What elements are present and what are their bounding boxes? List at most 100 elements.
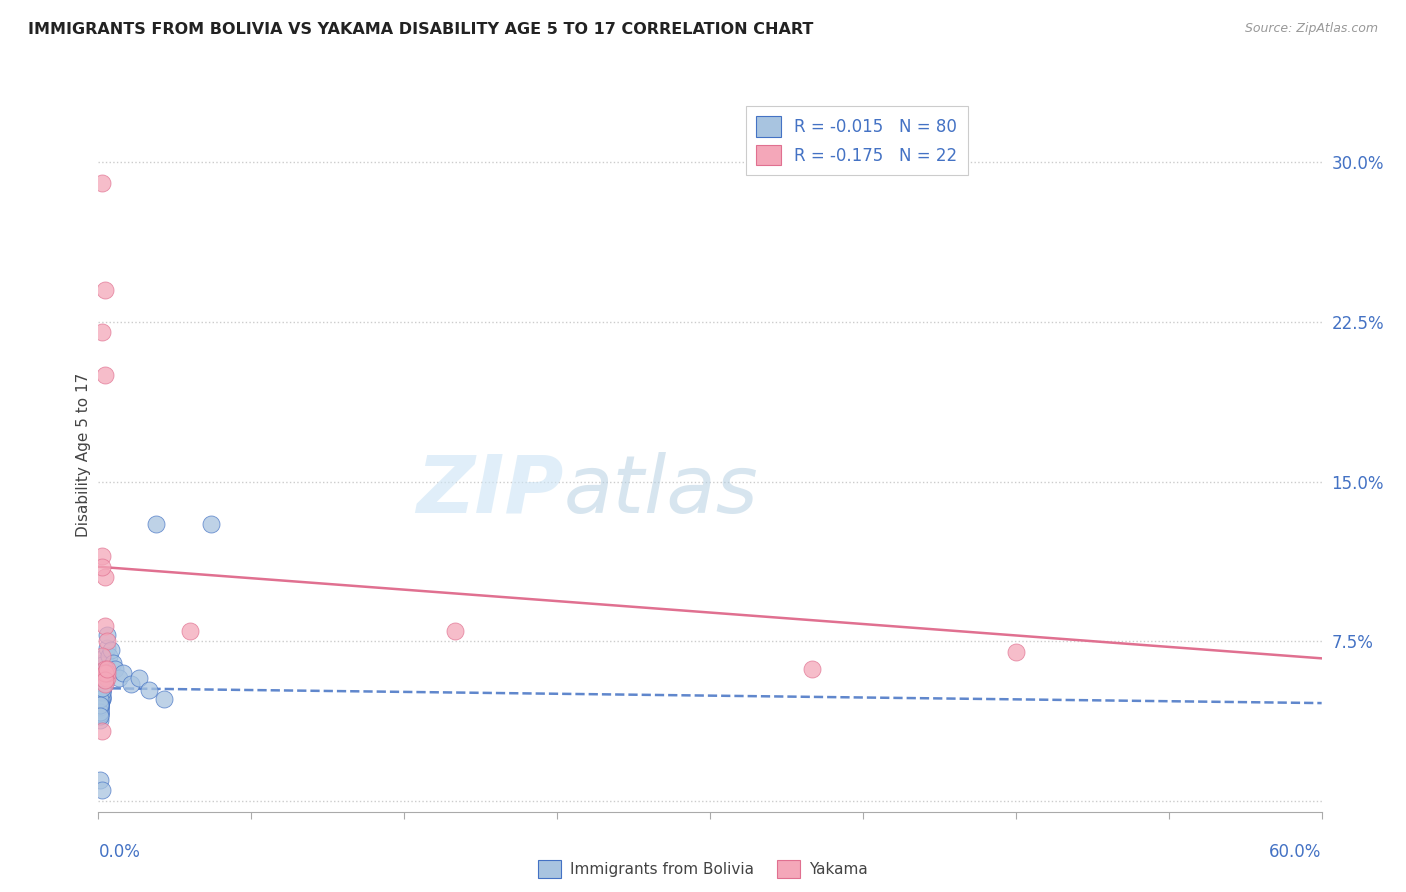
Legend: Immigrants from Bolivia, Yakama: Immigrants from Bolivia, Yakama: [531, 854, 875, 884]
Point: [89, 696, 111, 710]
Point: [108, 671, 131, 685]
Point: [152, 691, 174, 706]
Point: [89, 700, 111, 714]
Point: [91, 685, 114, 699]
Point: [91, 668, 114, 682]
Point: [200, 517, 222, 532]
Point: [89, 702, 111, 716]
Text: atlas: atlas: [564, 451, 758, 530]
Point: [89, 694, 111, 708]
Text: IMMIGRANTS FROM BOLIVIA VS YAKAMA DISABILITY AGE 5 TO 17 CORRELATION CHART: IMMIGRANTS FROM BOLIVIA VS YAKAMA DISABI…: [28, 22, 814, 37]
Point: [91, 683, 114, 698]
Point: [89, 700, 111, 714]
Point: [96, 628, 118, 642]
Point: [91, 683, 114, 698]
Text: 0.0%: 0.0%: [98, 843, 141, 861]
Point: [89, 705, 111, 719]
Point: [91, 685, 114, 699]
Point: [100, 643, 122, 657]
Point: [89, 698, 111, 713]
Point: [93, 570, 115, 584]
Point: [93, 283, 115, 297]
Point: [89, 691, 111, 706]
Point: [91, 660, 114, 674]
Point: [91, 549, 114, 563]
Point: [91, 681, 114, 695]
Point: [96, 671, 118, 685]
Point: [89, 691, 111, 706]
Point: [89, 702, 111, 716]
Text: 60.0%: 60.0%: [1270, 843, 1322, 861]
Point: [89, 696, 111, 710]
Point: [96, 634, 118, 648]
Point: [93, 677, 115, 691]
Point: [91, 649, 114, 664]
Point: [91, 668, 114, 682]
Point: [91, 679, 114, 693]
Point: [91, 679, 114, 693]
Point: [801, 662, 824, 676]
Point: [89, 698, 111, 713]
Point: [91, 783, 114, 797]
Point: [91, 679, 114, 693]
Point: [91, 674, 114, 689]
Point: [89, 688, 111, 702]
Legend: R = -0.015   N = 80, R = -0.175   N = 22: R = -0.015 N = 80, R = -0.175 N = 22: [747, 106, 967, 176]
Y-axis label: Disability Age 5 to 17: Disability Age 5 to 17: [76, 373, 91, 537]
Point: [91, 177, 114, 191]
Point: [93, 674, 115, 689]
Point: [91, 673, 114, 687]
Point: [91, 691, 114, 706]
Point: [93, 673, 115, 687]
Point: [91, 664, 114, 678]
Point: [93, 662, 115, 676]
Point: [89, 705, 111, 719]
Point: [91, 723, 114, 738]
Point: [96, 640, 118, 655]
Point: [91, 559, 114, 574]
Point: [444, 624, 467, 638]
Point: [89, 709, 111, 723]
Point: [91, 671, 114, 685]
Point: [89, 706, 111, 721]
Point: [111, 666, 134, 681]
Point: [89, 700, 111, 714]
Point: [96, 662, 118, 676]
Point: [89, 696, 111, 710]
Point: [93, 666, 115, 681]
Point: [89, 698, 111, 713]
Point: [91, 683, 114, 698]
Point: [89, 677, 111, 691]
Point: [89, 666, 111, 681]
Point: [91, 666, 114, 681]
Point: [93, 662, 115, 676]
Point: [101, 656, 124, 670]
Point: [89, 696, 111, 710]
Point: [89, 694, 111, 708]
Point: [91, 326, 114, 340]
Point: [128, 671, 150, 685]
Point: [91, 681, 114, 695]
Point: [91, 673, 114, 687]
Point: [91, 681, 114, 695]
Point: [91, 671, 114, 685]
Point: [145, 517, 167, 532]
Point: [120, 677, 142, 691]
Point: [93, 649, 115, 664]
Text: ZIP: ZIP: [416, 451, 564, 530]
Point: [1004, 645, 1026, 659]
Point: [89, 706, 111, 721]
Point: [91, 656, 114, 670]
Point: [138, 683, 160, 698]
Point: [96, 666, 118, 681]
Point: [93, 368, 115, 382]
Point: [91, 677, 114, 691]
Point: [91, 666, 114, 681]
Point: [91, 657, 114, 672]
Point: [91, 690, 114, 704]
Text: Source: ZipAtlas.com: Source: ZipAtlas.com: [1244, 22, 1378, 36]
Point: [179, 624, 201, 638]
Point: [97, 649, 120, 664]
Point: [91, 688, 114, 702]
Point: [89, 705, 111, 719]
